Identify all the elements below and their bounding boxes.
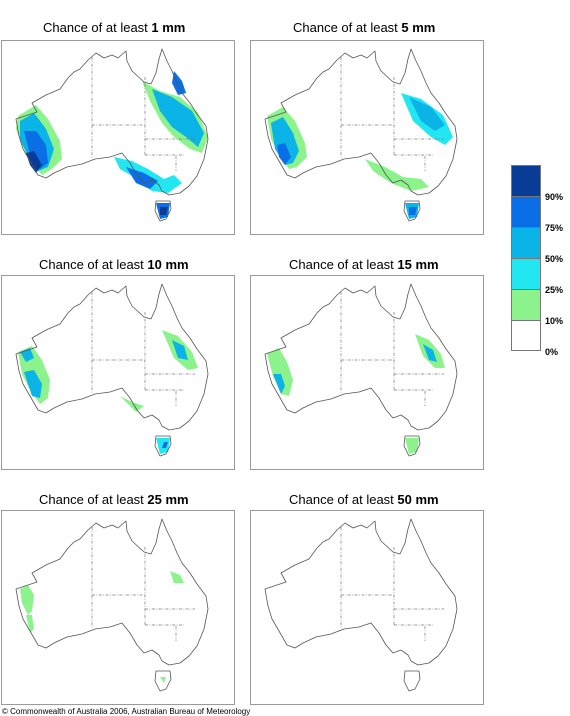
coastline [15, 48, 209, 196]
australia-map [264, 283, 458, 457]
coastline [264, 283, 458, 431]
amount-label: 1 mm [151, 20, 186, 35]
state-border [91, 57, 195, 171]
rain-probability-area [26, 151, 42, 173]
legend-swatch [511, 258, 541, 289]
coastline [264, 48, 458, 196]
legend-label: 10% [545, 316, 564, 326]
state-border [340, 292, 444, 406]
legend-label: 75% [545, 223, 564, 233]
amount-label: 10 mm [147, 257, 189, 272]
rain-probability-area [423, 344, 437, 362]
australia-map [15, 283, 209, 457]
map-panel-5mm [250, 40, 484, 235]
legend-swatch [511, 289, 541, 320]
legend-label: 25% [545, 285, 564, 295]
rain-probability-area [172, 340, 188, 360]
legend-label: 0% [545, 347, 559, 357]
coastline [15, 283, 209, 431]
legend-swatch [511, 227, 541, 258]
rain-probability-area [273, 374, 285, 394]
rain-probability-area [365, 159, 429, 191]
coastline [154, 435, 172, 457]
amount-label: 50 mm [397, 492, 439, 507]
panel-title-50mm: Chance of at least 50 mm [289, 492, 439, 507]
coastline [403, 670, 421, 692]
rain-probability-area [160, 207, 168, 215]
rain-probability-area [162, 442, 168, 448]
legend-swatch [511, 165, 541, 196]
coastline [154, 670, 172, 692]
australia-map [264, 48, 458, 222]
legend-label: 90% [545, 192, 564, 202]
map-panel-25mm [1, 510, 235, 705]
map-panel-50mm [250, 510, 484, 705]
rain-probability-area [170, 571, 184, 583]
map-panel-1mm [1, 40, 235, 235]
panel-title-15mm: Chance of at least 15 mm [289, 257, 439, 272]
rain-probability-area [409, 97, 445, 131]
australia-map [15, 518, 209, 692]
amount-label: 15 mm [397, 257, 439, 272]
australia-map [15, 48, 209, 222]
panel-title-10mm: Chance of at least 10 mm [39, 257, 189, 272]
amount-label: 25 mm [147, 492, 189, 507]
panel-title-1mm: Chance of at least 1 mm [43, 20, 186, 35]
coastline [154, 200, 172, 222]
rain-probability-area [26, 615, 34, 633]
rain-probability-area [172, 71, 186, 95]
legend-swatch [511, 196, 541, 227]
rain-probability-area [152, 89, 204, 147]
state-border [340, 57, 444, 171]
state-border [91, 527, 195, 641]
state-border [340, 527, 444, 641]
state-border [91, 292, 195, 406]
rain-probability-area [24, 131, 48, 169]
panel-title-5mm: Chance of at least 5 mm [293, 20, 436, 35]
rain-probability-area [267, 348, 293, 396]
coastline [403, 200, 421, 222]
rain-probability-area [126, 167, 158, 189]
amount-label: 5 mm [401, 20, 436, 35]
legend-swatch [511, 320, 541, 351]
legend-label: 50% [545, 254, 564, 264]
panel-title-25mm: Chance of at least 25 mm [39, 492, 189, 507]
rain-probability-area [409, 207, 417, 215]
rain-probability-area [405, 438, 419, 454]
copyright-credit: © Commonwealth of Australia 2006, Austra… [2, 707, 251, 716]
rain-probability-area [277, 143, 291, 165]
coastline [15, 518, 209, 666]
rain-probability-area [160, 677, 166, 683]
map-panel-15mm [250, 275, 484, 470]
coastline [403, 435, 421, 457]
australia-map [264, 518, 458, 692]
rain-probability-area [120, 396, 144, 412]
rain-probability-area [271, 117, 299, 165]
coastline [264, 518, 458, 666]
map-panel-10mm [1, 275, 235, 470]
rain-probability-area [20, 585, 34, 615]
rain-probability-area [24, 370, 42, 398]
rain-probability-area [114, 157, 182, 193]
